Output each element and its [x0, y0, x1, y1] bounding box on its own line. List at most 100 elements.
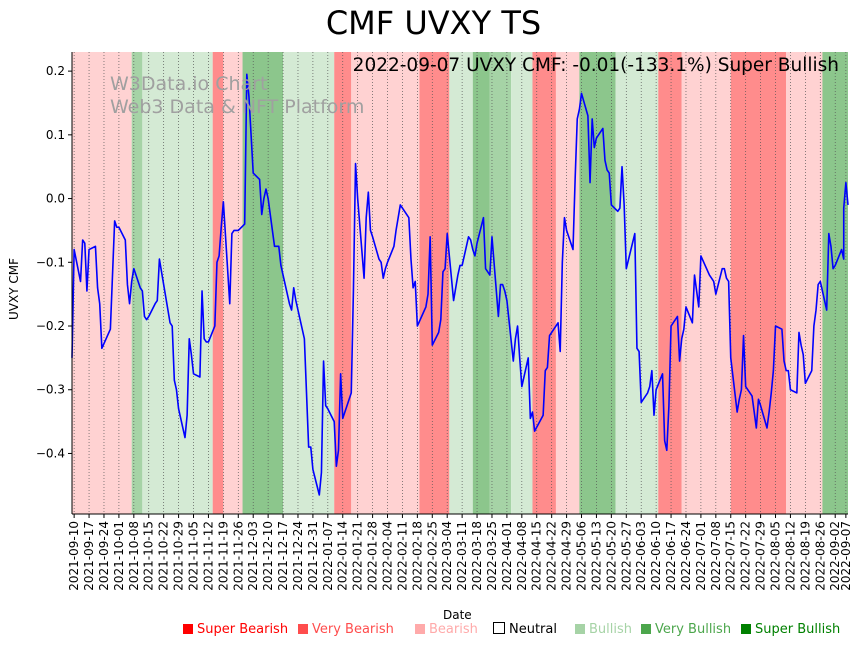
regime-band-1	[131, 52, 143, 514]
regime-band-16	[579, 52, 616, 514]
x-tick-label: 2022-04-08	[515, 521, 529, 591]
y-tick-label: 0.0	[46, 192, 65, 206]
legend-swatch	[298, 624, 308, 634]
legend-label: Bullish	[589, 622, 633, 637]
x-tick-label: 2022-07-01	[694, 521, 708, 591]
regime-band-3	[212, 52, 224, 514]
x-tick-label: 2021-12-03	[246, 521, 260, 591]
x-tick-label: 2022-08-12	[783, 521, 797, 591]
x-tick-label: 2021-10-22	[157, 521, 171, 591]
series-line-layer	[71, 73, 849, 496]
x-tick-label: 2021-10-08	[127, 521, 141, 591]
x-tick-label: 2021-10-15	[142, 521, 156, 591]
x-tick-label: 2022-05-06	[575, 521, 589, 591]
series-line-0	[71, 73, 849, 496]
regime-band-18	[658, 52, 682, 514]
x-tick-label: 2022-03-04	[440, 521, 454, 591]
legend-label: Super Bearish	[197, 622, 289, 637]
x-tick-label: 2022-02-18	[410, 521, 424, 591]
regime-band-10	[449, 52, 473, 514]
x-tick-label: 2022-06-17	[664, 521, 678, 591]
regime-band-9	[419, 52, 450, 514]
x-tick-label: 2021-11-05	[187, 521, 201, 591]
x-tick-label: 2022-09-07	[839, 521, 853, 591]
regime-band-21	[786, 52, 823, 514]
legend-item: Bullish	[575, 622, 632, 637]
regime-band-5	[242, 52, 284, 514]
watermark: W3Data.io Chart Web3 Data & NFT Platform	[110, 73, 364, 119]
x-tick-label: 2022-01-14	[336, 521, 350, 591]
legend-item: Super Bullish	[741, 622, 840, 637]
x-tick-label: 2022-01-28	[366, 521, 380, 591]
x-axis-label: Date	[443, 608, 472, 622]
watermark-line-1: W3Data.io Chart	[110, 73, 268, 95]
legend-item: Very Bearish	[298, 622, 394, 637]
x-tick-label: 2022-06-10	[649, 521, 663, 591]
regime-band-12	[489, 52, 512, 514]
x-tick-label: 2021-10-01	[112, 521, 126, 591]
x-tick-label: 2021-11-26	[231, 521, 245, 591]
legend-item: Neutral	[493, 622, 557, 637]
x-tick-label: 2021-09-10	[67, 521, 81, 591]
regime-band-0	[72, 52, 132, 514]
regime-band-19	[681, 52, 731, 514]
legend-swatch	[575, 624, 585, 634]
y-tick-label: 0.1	[46, 128, 65, 142]
x-tick-label: 2021-11-12	[201, 521, 215, 591]
x-tick-label: 2022-08-19	[798, 521, 812, 591]
legend-label: Bearish	[429, 622, 478, 637]
x-tick-label: 2022-08-05	[769, 521, 783, 591]
x-tick-label: 2021-12-31	[306, 521, 320, 591]
y-tick-label: −0.1	[36, 255, 65, 269]
grid-lines	[73, 52, 847, 514]
x-tick-label: 2022-07-08	[709, 521, 723, 591]
y-tick-label: −0.2	[36, 319, 65, 333]
legend-swatch	[741, 624, 751, 634]
x-tick-label: 2022-03-25	[485, 521, 499, 591]
x-tick-label: 2022-08-26	[813, 521, 827, 591]
legend-label: Very Bearish	[312, 622, 394, 637]
regime-band-15	[555, 52, 580, 514]
x-tick-label: 2022-05-20	[604, 521, 618, 591]
regime-band-20	[730, 52, 787, 514]
x-tick-label: 2022-07-29	[754, 521, 768, 591]
legend-label: Super Bullish	[755, 622, 841, 637]
legend-swatch	[493, 622, 505, 634]
x-tick-label: 2022-04-29	[560, 521, 574, 591]
legend-label: Neutral	[509, 622, 557, 637]
x-tick-label: 2022-06-24	[679, 521, 693, 591]
watermark-line-2: Web3 Data & NFT Platform	[110, 96, 365, 118]
x-tick-label: 2022-07-22	[739, 521, 753, 591]
legend-label: Very Bullish	[655, 622, 732, 637]
y-axis-label: UVXY CMF	[7, 258, 21, 320]
legend-swatch	[641, 624, 651, 634]
regime-band-17	[615, 52, 659, 514]
x-tick-label: 2022-02-25	[425, 521, 439, 591]
x-tick-label: 2021-11-19	[216, 521, 230, 591]
x-tick-label: 2021-10-29	[172, 521, 186, 591]
legend-swatch	[183, 624, 193, 634]
x-tick-label: 2021-12-24	[291, 521, 305, 591]
regime-band-8	[351, 52, 420, 514]
x-tick-label: 2022-05-27	[619, 521, 633, 591]
legend-item: Very Bullish	[641, 622, 731, 637]
regime-band-14	[532, 52, 556, 514]
y-tick-label: −0.4	[36, 446, 65, 460]
x-tick-label: 2022-09-02	[828, 521, 842, 591]
x-tick-label: 2022-04-22	[545, 521, 559, 591]
x-tick-label: 2021-12-10	[261, 521, 275, 591]
legend-swatch	[415, 624, 425, 634]
regime-bands	[72, 52, 848, 514]
x-tick-label: 2022-07-15	[724, 521, 738, 591]
x-tick-label: 2021-09-24	[97, 521, 111, 591]
x-tick-label: 2022-05-13	[589, 521, 603, 591]
x-tick-label: 2022-06-03	[634, 521, 648, 591]
x-tick-label: 2022-04-15	[530, 521, 544, 591]
legend-item: Bearish	[415, 622, 478, 637]
regime-band-11	[472, 52, 490, 514]
regime-band-4	[223, 52, 243, 514]
latest-value-annotation: 2022-09-07 UVXY CMF: -0.01(-133.1%) Supe…	[352, 55, 839, 76]
x-tick-label: 2021-12-17	[276, 521, 290, 591]
x-tick-label: 2022-03-18	[470, 521, 484, 591]
x-tick-label: 2022-01-07	[321, 521, 335, 591]
